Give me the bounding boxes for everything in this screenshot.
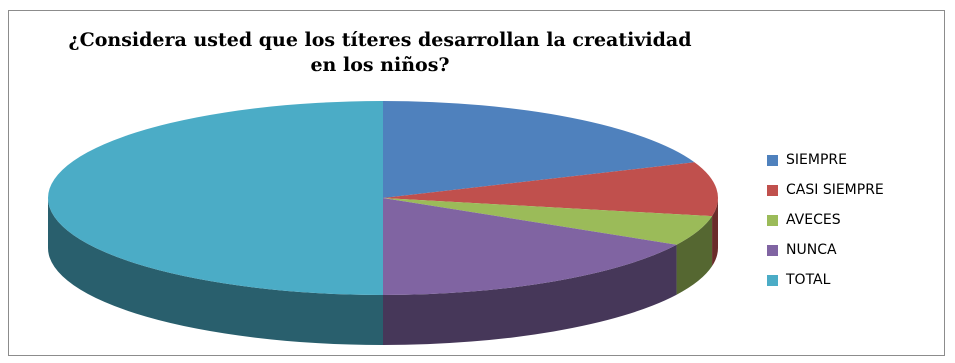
legend-label: TOTAL bbox=[786, 272, 831, 288]
pie-slice-total bbox=[48, 101, 383, 295]
legend-item-total: TOTAL bbox=[767, 265, 947, 295]
pie-slice-siempre bbox=[383, 101, 695, 198]
pie-slice-casi-siempre bbox=[383, 162, 718, 217]
legend-swatch bbox=[767, 154, 778, 166]
pie-slice-side-total bbox=[48, 198, 383, 345]
legend-label: SIEMPRE bbox=[786, 152, 847, 168]
legend-label: NUNCA bbox=[786, 242, 837, 258]
legend-swatch bbox=[767, 184, 778, 196]
legend: SIEMPRE CASI SIEMPRE AVECES NUNCA TOTAL bbox=[767, 145, 947, 295]
pie-slice-side-nunca bbox=[383, 244, 677, 345]
pie-slice-aveces bbox=[383, 198, 713, 245]
legend-swatch bbox=[767, 244, 778, 256]
legend-swatch bbox=[767, 214, 778, 226]
pie-slice-side-aveces bbox=[676, 216, 713, 295]
pie-slice-nunca bbox=[383, 198, 677, 295]
chart-title: ¿Considera usted que los títeres desarro… bbox=[68, 29, 692, 76]
legend-item-siempre: SIEMPRE bbox=[767, 145, 947, 175]
legend-item-aveces: AVECES bbox=[767, 205, 947, 235]
legend-item-casi-siempre: CASI SIEMPRE bbox=[767, 175, 947, 205]
legend-label: CASI SIEMPRE bbox=[786, 182, 884, 198]
pie-slice-side-casi-siempre bbox=[712, 198, 718, 267]
legend-item-nunca: NUNCA bbox=[767, 235, 947, 265]
legend-swatch bbox=[767, 274, 778, 286]
legend-label: AVECES bbox=[786, 212, 841, 228]
